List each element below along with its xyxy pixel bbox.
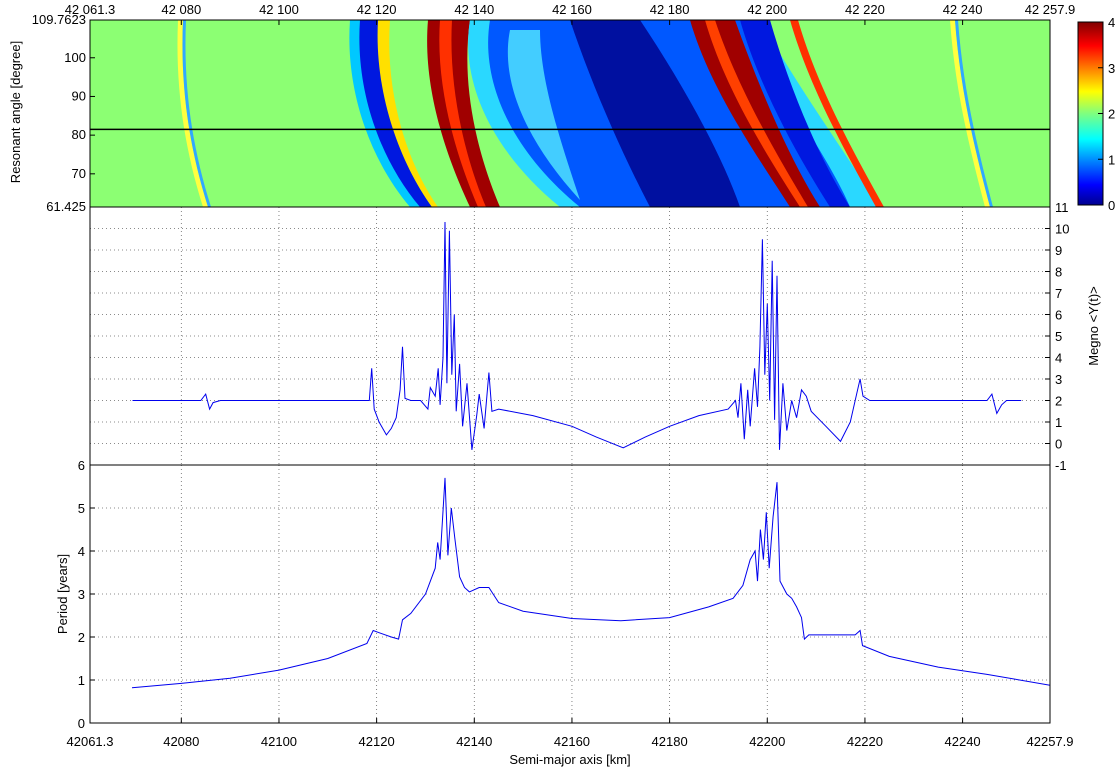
y-tick-label: 7 — [1055, 286, 1062, 301]
x-tick-label: 42140 — [456, 734, 492, 749]
y-tick-label: 1 — [1055, 415, 1062, 430]
y-tick-label: 1 — [78, 673, 85, 688]
bot-grid — [90, 465, 1050, 723]
x-tick-label: 42061.3 — [67, 734, 114, 749]
y-tick-label: 0 — [1055, 437, 1062, 452]
colorbar-tick-label: 0 — [1108, 198, 1115, 213]
x-tick-label: 42240 — [945, 734, 981, 749]
y-tick-label: 9 — [1055, 243, 1062, 258]
x-tick-label: 42257.9 — [1027, 734, 1074, 749]
x-tick-label: 42200 — [749, 734, 785, 749]
y-tick-label: 4 — [78, 544, 85, 559]
y-tick-label: 8 — [1055, 265, 1062, 280]
y-tick-label: 2 — [1055, 394, 1062, 409]
top-x-ticks: 42 061.3 42 080 42 100 42 120 42 140 42 160 42… — [65, 2, 1076, 25]
mid-grid — [90, 207, 1050, 465]
y-tick-label: 0 — [78, 716, 85, 731]
colorbar-tick-label: 2 — [1108, 107, 1115, 122]
y-tick-label: 6 — [78, 458, 85, 473]
top-y-ticks: 61.425 70 80 90 100 109.7623 — [32, 12, 95, 214]
y-tick-label: 90 — [72, 88, 86, 103]
x-tick-label: 42 061.3 — [65, 2, 116, 17]
period-curve-panel: 42061.3 42080 42100 42120 42140 42160 42180 422… — [55, 458, 1074, 767]
x-tick-label: 42160 — [554, 734, 590, 749]
period-series-line — [131, 477, 1050, 689]
megno-curve-panel: -1 0 1 2 3 4 5 6 7 8 9 10 11 Megno <Y(t)> — [89, 200, 1101, 473]
x-tick-label: 42100 — [261, 734, 297, 749]
x-tick-label: 42 080 — [161, 2, 201, 17]
y-tick-label: 10 — [1055, 222, 1069, 237]
colorbar-ticks: 0 1 2 3 4 — [1098, 15, 1115, 213]
y-tick-label: 61.425 — [46, 199, 86, 214]
y-tick-label: 2 — [78, 630, 85, 645]
top-ylabel: Resonant angle [degree] — [8, 41, 23, 183]
y-tick-label: 70 — [72, 166, 86, 181]
megno-map-panel: 42 061.3 42 080 42 100 42 120 42 140 42 160 42… — [8, 2, 1115, 214]
x-tick-label: 42 200 — [747, 2, 787, 17]
x-tick-label: 42 160 — [552, 2, 592, 17]
mid-ylabel: Megno <Y(t)> — [1086, 286, 1101, 366]
y-tick-label: 100 — [64, 50, 86, 65]
colorbar-tick-label: 3 — [1108, 61, 1115, 76]
bottom-xlabel: Semi-major axis [km] — [509, 752, 630, 767]
x-tick-label: 42 140 — [454, 2, 494, 17]
x-tick-label: 42120 — [359, 734, 395, 749]
megno-series-line — [132, 221, 1022, 450]
x-tick-label: 42 240 — [943, 2, 983, 17]
x-tick-label: 42220 — [847, 734, 883, 749]
heatmap-image — [90, 20, 1050, 207]
colorbar-tick-label: 1 — [1108, 152, 1115, 167]
y-tick-label: 4 — [1055, 351, 1062, 366]
x-tick-label: 42 100 — [259, 2, 299, 17]
x-tick-label: 42 220 — [845, 2, 885, 17]
y-tick-label: 80 — [72, 127, 86, 142]
mid-y-ticks: -1 0 1 2 3 4 5 6 7 8 9 10 11 — [1045, 200, 1069, 473]
colorbar: 0 1 2 3 4 — [1077, 15, 1115, 213]
y-tick-label: 5 — [78, 501, 85, 516]
x-tick-label: 42080 — [163, 734, 199, 749]
bottom-x-ticks: 42061.3 42080 42100 42120 42140 42160 42180 422… — [67, 718, 1074, 749]
x-tick-label: 42 180 — [650, 2, 690, 17]
y-tick-label: 3 — [1055, 372, 1062, 387]
y-tick-label: 5 — [1055, 329, 1062, 344]
y-tick-label: 6 — [1055, 308, 1062, 323]
y-tick-label: 11 — [1055, 200, 1069, 215]
x-tick-label: 42 120 — [357, 2, 397, 17]
y-tick-label: 109.7623 — [32, 12, 86, 27]
y-tick-label: -1 — [1055, 458, 1067, 473]
bottom-y-ticks: 0 1 2 3 4 5 6 — [78, 458, 95, 731]
colorbar-tick-label: 4 — [1108, 15, 1115, 30]
x-tick-label: 42 257.9 — [1025, 2, 1076, 17]
x-tick-label: 42180 — [652, 734, 688, 749]
y-tick-label: 3 — [78, 587, 85, 602]
bottom-ylabel: Period [years] — [55, 554, 70, 634]
